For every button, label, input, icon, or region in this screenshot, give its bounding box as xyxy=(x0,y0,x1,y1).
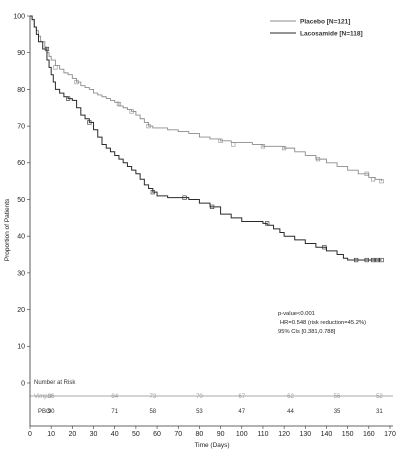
x-tick-label: 110 xyxy=(257,431,268,438)
x-tick-label: 80 xyxy=(196,431,204,438)
risk-value-pbo: 71 xyxy=(111,409,118,415)
risk-value-vimpat: 84 xyxy=(111,394,118,400)
risk-value-pbo: 44 xyxy=(287,409,294,415)
censor-mark-lacosamide xyxy=(66,96,71,101)
risk-value-pbo: 47 xyxy=(238,409,245,415)
censor-mark-lacosamide xyxy=(354,257,359,263)
series-line-placebo xyxy=(30,15,382,182)
risk-table-title: Number at Risk xyxy=(34,380,76,386)
x-tick-label: 40 xyxy=(111,431,119,438)
censor-mark-placebo xyxy=(260,144,266,149)
censor-mark-placebo xyxy=(231,142,236,147)
x-tick-label: 150 xyxy=(342,431,354,438)
x-tick-label: 100 xyxy=(236,431,248,438)
x-tick-label: 170 xyxy=(384,431,396,438)
y-tick-group: 0 10 20 30 40 50 60 70 80 90 100 xyxy=(13,13,30,387)
censor-mark-placebo xyxy=(370,177,376,182)
censor-mark-lacosamide xyxy=(364,257,369,263)
censor-mark-placebo xyxy=(364,171,369,176)
censor-mark-lacosamide xyxy=(44,46,50,52)
censor-mark-placebo xyxy=(379,179,384,184)
censor-mark-lacosamide xyxy=(375,257,380,263)
annotation-confidence-interval: 95% CIs [0.381,0.788] xyxy=(278,329,336,335)
x-tick-label: 140 xyxy=(321,431,333,438)
risk-value-pbo: 31 xyxy=(376,409,383,415)
risk-row-label-pbo: PBO xyxy=(38,409,51,415)
censor-mark-placebo xyxy=(146,124,151,129)
censor-mark-lacosamide xyxy=(370,257,376,263)
y-tick-label: 70 xyxy=(17,124,25,131)
censor-mark-placebo xyxy=(282,146,287,151)
censor-mark-placebo xyxy=(53,65,58,70)
x-tick-label: 20 xyxy=(68,431,76,438)
risk-value-vimpat: 96 xyxy=(48,394,55,400)
risk-value-vimpat: 56 xyxy=(334,394,341,400)
risk-value-vimpat: 67 xyxy=(238,394,245,400)
y-tick-label: 0 xyxy=(21,380,25,387)
y-tick-label: 50 xyxy=(17,197,25,204)
censor-mark-lacosamide xyxy=(182,195,187,200)
legend-label-placebo: Placebo [N=121] xyxy=(300,19,350,26)
censor-mark-lacosamide xyxy=(150,190,155,195)
x-tick-label: 0 xyxy=(28,431,32,438)
axes-group xyxy=(29,16,393,427)
annotation-hazard-ratio: HR=0.548 (risk reduction=45.2%) xyxy=(280,320,366,326)
censor-mark-lacosamide xyxy=(379,257,384,263)
y-tick-label: 60 xyxy=(17,160,25,167)
censor-mark-placebo xyxy=(129,109,134,114)
y-tick-label: 20 xyxy=(17,307,25,314)
risk-value-pbo: 53 xyxy=(196,409,203,415)
censor-mark-placebo xyxy=(74,79,79,85)
risk-value-pbo: 35 xyxy=(334,409,341,415)
x-tick-label: 50 xyxy=(132,431,140,438)
risk-value-vimpat: 62 xyxy=(287,394,294,400)
risk-value-pbo: 58 xyxy=(149,409,156,415)
censor-mark-lacosamide xyxy=(265,221,270,226)
annotation-p-value: p-value<0.001 xyxy=(278,311,315,317)
x-tick-label: 120 xyxy=(278,431,290,438)
x-tick-label: 70 xyxy=(174,431,182,438)
x-tick-label: 90 xyxy=(217,431,225,438)
risk-value-vimpat: 70 xyxy=(196,394,203,400)
risk-value-pbo: 90 xyxy=(48,409,55,415)
stats-annotations: p-value<0.001 HR=0.548 (risk reduction=4… xyxy=(278,311,366,335)
x-tick-group: 0 10 20 30 40 50 60 70 80 90 100 110 120 130 140 150 160… xyxy=(28,426,396,438)
risk-row-label-vimpat: Vimpat xyxy=(34,394,53,400)
y-tick-label: 80 xyxy=(17,87,25,94)
y-tick-label: 100 xyxy=(13,13,25,20)
y-axis-title: Proportion of Patients xyxy=(4,198,11,261)
x-tick-label: 160 xyxy=(363,431,375,438)
x-tick-label: 130 xyxy=(299,431,311,438)
x-tick-label: 30 xyxy=(90,431,98,438)
censor-mark-placebo xyxy=(218,138,223,143)
censor-mark-lacosamide xyxy=(322,245,327,250)
risk-value-vimpat: 52 xyxy=(376,394,383,400)
series-group xyxy=(30,15,384,263)
censor-mark-placebo xyxy=(116,101,122,107)
x-tick-label: 60 xyxy=(153,431,161,438)
y-tick-label: 10 xyxy=(17,344,25,351)
legend-label-lacosamide: Lacosamide [N=118] xyxy=(300,31,363,38)
y-tick-label: 40 xyxy=(17,234,25,241)
y-tick-label: 90 xyxy=(17,50,25,57)
number-at-risk-table: Number at Risk Vimpat PBO 96 84 73 70 67 62 56… xyxy=(34,380,383,415)
x-tick-label: 10 xyxy=(47,431,55,438)
censor-mark-lacosamide xyxy=(210,204,215,209)
censor-mark-lacosamide xyxy=(87,120,92,125)
x-axis-title: Time (Days) xyxy=(194,442,229,449)
risk-values-group: 96 84 73 70 67 62 56 52 90 71 58 53 47 44 35 31 xyxy=(48,394,384,415)
series-line-lacosamide xyxy=(30,15,382,261)
legend: Placebo [N=121] Lacosamide [N=118] xyxy=(270,19,363,38)
y-tick-label: 30 xyxy=(17,270,25,277)
censor-mark-placebo xyxy=(315,157,321,162)
risk-value-vimpat: 73 xyxy=(149,394,156,400)
